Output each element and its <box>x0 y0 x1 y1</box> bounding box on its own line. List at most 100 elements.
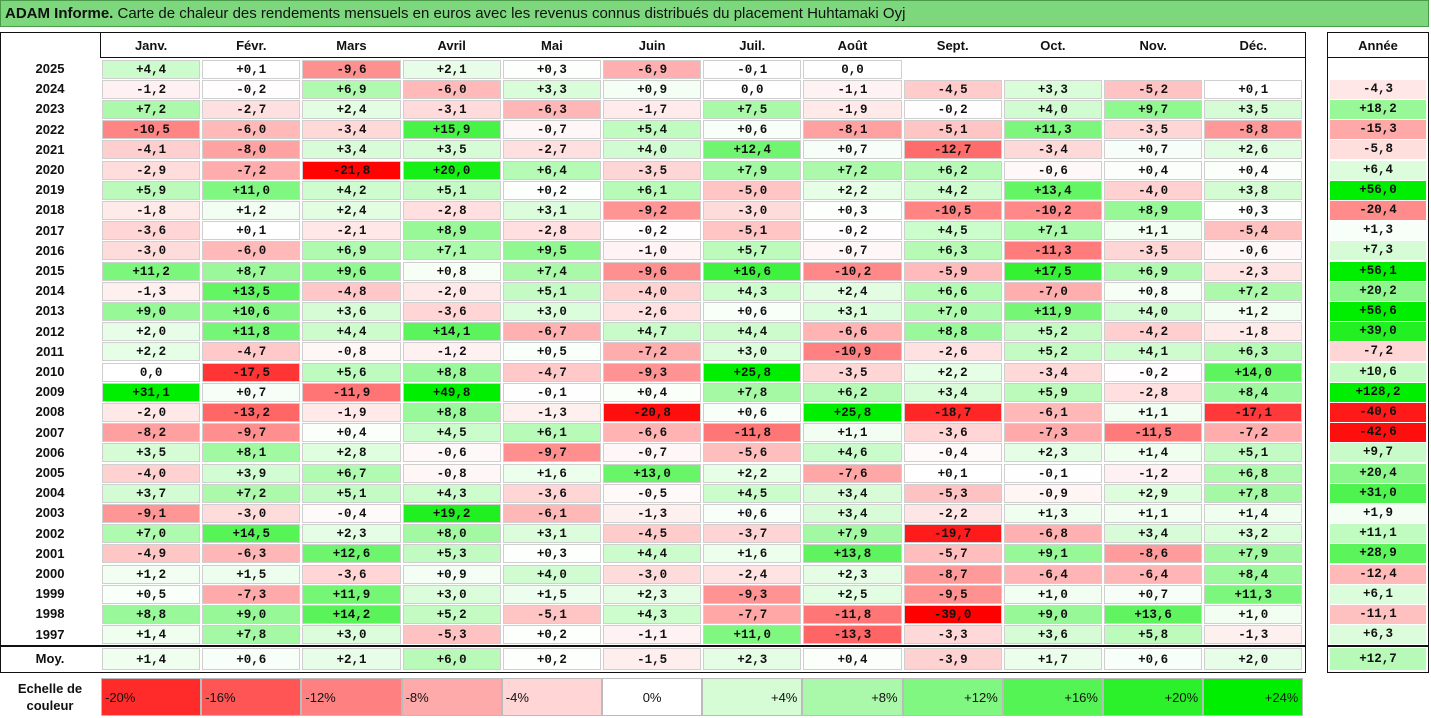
heatmap-cell: +5,2 <box>402 604 501 625</box>
heatmap-cell: -1,1 <box>603 625 702 645</box>
heatmap-cell: +15,9 <box>402 120 501 140</box>
year-label: 2003 <box>35 505 65 521</box>
heatmap-cell: -3,6 <box>302 564 401 584</box>
heatmap-cell: +8,7 <box>202 261 301 281</box>
heatmap-cell: +7,8 <box>1204 483 1303 503</box>
year-total-cell: +56,6 <box>1330 301 1426 322</box>
heatmap-cell: +0,1 <box>1204 79 1303 99</box>
heatmap-cell: -10,5 <box>102 120 201 140</box>
heatmap-cell: -8,0 <box>202 140 301 160</box>
heatmap-cell: -3,0 <box>603 564 702 584</box>
heatmap-cell: +1,1 <box>1104 503 1203 524</box>
heatmap-cell: -11,5 <box>1104 423 1203 443</box>
heatmap-cell: -5,3 <box>903 483 1002 503</box>
year-label: 2019 <box>35 182 65 198</box>
heatmap-cell: +11,2 <box>102 261 201 281</box>
report-title-text: Carte de chaleur des rendements mensuels… <box>113 5 906 22</box>
heatmap-cell: +31,1 <box>102 382 201 402</box>
heatmap-cell: +9,7 <box>1104 99 1203 120</box>
heatmap-cell: +1,0 <box>1204 604 1303 625</box>
heatmap-cell: +1,6 <box>502 463 601 483</box>
year-total-cell: +9,7 <box>1330 443 1426 463</box>
report-title: ADAM Informe. Carte de chaleur des rende… <box>0 0 1429 27</box>
heatmap-cell: -3,0 <box>202 503 301 524</box>
year-total-cell: -5,8 <box>1330 140 1426 160</box>
heatmap-cell: -3,7 <box>703 524 802 544</box>
heatmap-cell: +7,4 <box>502 261 601 281</box>
heatmap-cell: -1,3 <box>102 281 201 301</box>
heatmap-cell: +1,1 <box>1104 402 1203 423</box>
heatmap-cell: -6,4 <box>1104 564 1203 584</box>
heatmap-cell: -4,5 <box>603 524 702 544</box>
heatmap-cell: -6,3 <box>502 99 601 120</box>
heatmap-cell: -0,6 <box>402 443 501 463</box>
heatmap-cell <box>1003 59 1102 79</box>
scale-swatch: +12% <box>902 678 1003 716</box>
heatmap-cell: -4,7 <box>202 342 301 362</box>
heatmap-cell: +6,4 <box>502 160 601 180</box>
scale-swatch: -12% <box>301 678 402 716</box>
heatmap-cell: -8,8 <box>1204 120 1303 140</box>
year-label: 2013 <box>35 303 65 319</box>
heatmap-cell: -3,1 <box>402 99 501 120</box>
heatmap-cell: +2,6 <box>1204 140 1303 160</box>
heatmap-cell: +1,2 <box>1204 301 1303 322</box>
heatmap-cell: -19,7 <box>903 524 1002 544</box>
heatmap-cell: +0,3 <box>502 544 601 564</box>
heatmap-cell: -9,7 <box>202 423 301 443</box>
heatmap-cell: -3,4 <box>302 120 401 140</box>
heatmap-cell: +2,1 <box>402 59 501 79</box>
heatmap-cell: -6,3 <box>202 544 301 564</box>
heatmap-cell: -1,3 <box>1204 625 1303 645</box>
average-cell: +6,0 <box>402 648 501 670</box>
heatmap-cell: -1,8 <box>1204 322 1303 342</box>
heatmap-cell: -4,1 <box>102 140 201 160</box>
heatmap-cell: +2,5 <box>803 584 902 604</box>
heatmap-cell: +9,1 <box>1003 544 1102 564</box>
heatmap-cell: -3,4 <box>1003 140 1102 160</box>
heatmap-cell: +7,1 <box>402 241 501 261</box>
heatmap-cell: +6,6 <box>903 281 1002 301</box>
year-total-cell: +7,3 <box>1330 241 1426 261</box>
heatmap-cell: +3,4 <box>803 503 902 524</box>
heatmap-cell: -6,0 <box>202 241 301 261</box>
average-cell: +2,1 <box>302 648 401 670</box>
heatmap-cell: -7,2 <box>1204 423 1303 443</box>
scale-swatch: -4% <box>501 678 602 716</box>
heatmap-cell: +8,8 <box>402 402 501 423</box>
heatmap-cell: -18,7 <box>903 402 1002 423</box>
heatmap-cell: -2,7 <box>202 99 301 120</box>
heatmap-cell: +3,5 <box>102 443 201 463</box>
heatmap-cell: -0,2 <box>202 79 301 99</box>
heatmap-cell: +14,1 <box>402 322 501 342</box>
year-total-cell: -42,6 <box>1330 423 1426 443</box>
scale-swatch: -8% <box>401 678 502 716</box>
heatmap-cell: +8,4 <box>1204 382 1303 402</box>
heatmap-cell: -11,8 <box>803 604 902 625</box>
heatmap-cell: +7,0 <box>903 301 1002 322</box>
heatmap-cell: +10,6 <box>202 301 301 322</box>
month-header: Avril <box>437 38 466 53</box>
heatmap-cell: -0,2 <box>1104 362 1203 382</box>
heatmap-cell: +4,4 <box>302 322 401 342</box>
average-cell: +0,6 <box>202 648 301 670</box>
heatmap-cell: -1,3 <box>603 503 702 524</box>
heatmap-cell: -12,7 <box>903 140 1002 160</box>
year-total-cell: +28,9 <box>1330 544 1426 564</box>
heatmap-cell: +7,0 <box>102 524 201 544</box>
heatmap-cell: -0,6 <box>1204 241 1303 261</box>
legend-title: Echelle de couleur <box>1 678 99 716</box>
heatmap-cell: -5,7 <box>903 544 1002 564</box>
average-cell: -1,5 <box>603 648 702 670</box>
average-cell: +0,4 <box>803 648 902 670</box>
heatmap-cell: +7,2 <box>803 160 902 180</box>
heatmap-cell: +0,6 <box>703 402 802 423</box>
heatmap-cell: -0,1 <box>703 59 802 79</box>
heatmap-cell: -1,9 <box>302 402 401 423</box>
heatmap-cell: -21,8 <box>302 160 401 180</box>
heatmap-cell: +3,4 <box>803 483 902 503</box>
heatmap-cell: +7,9 <box>1204 544 1303 564</box>
heatmap-cell: +4,0 <box>1003 99 1102 120</box>
year-label: 2010 <box>35 364 65 379</box>
heatmap-cell: +0,7 <box>1104 140 1203 160</box>
